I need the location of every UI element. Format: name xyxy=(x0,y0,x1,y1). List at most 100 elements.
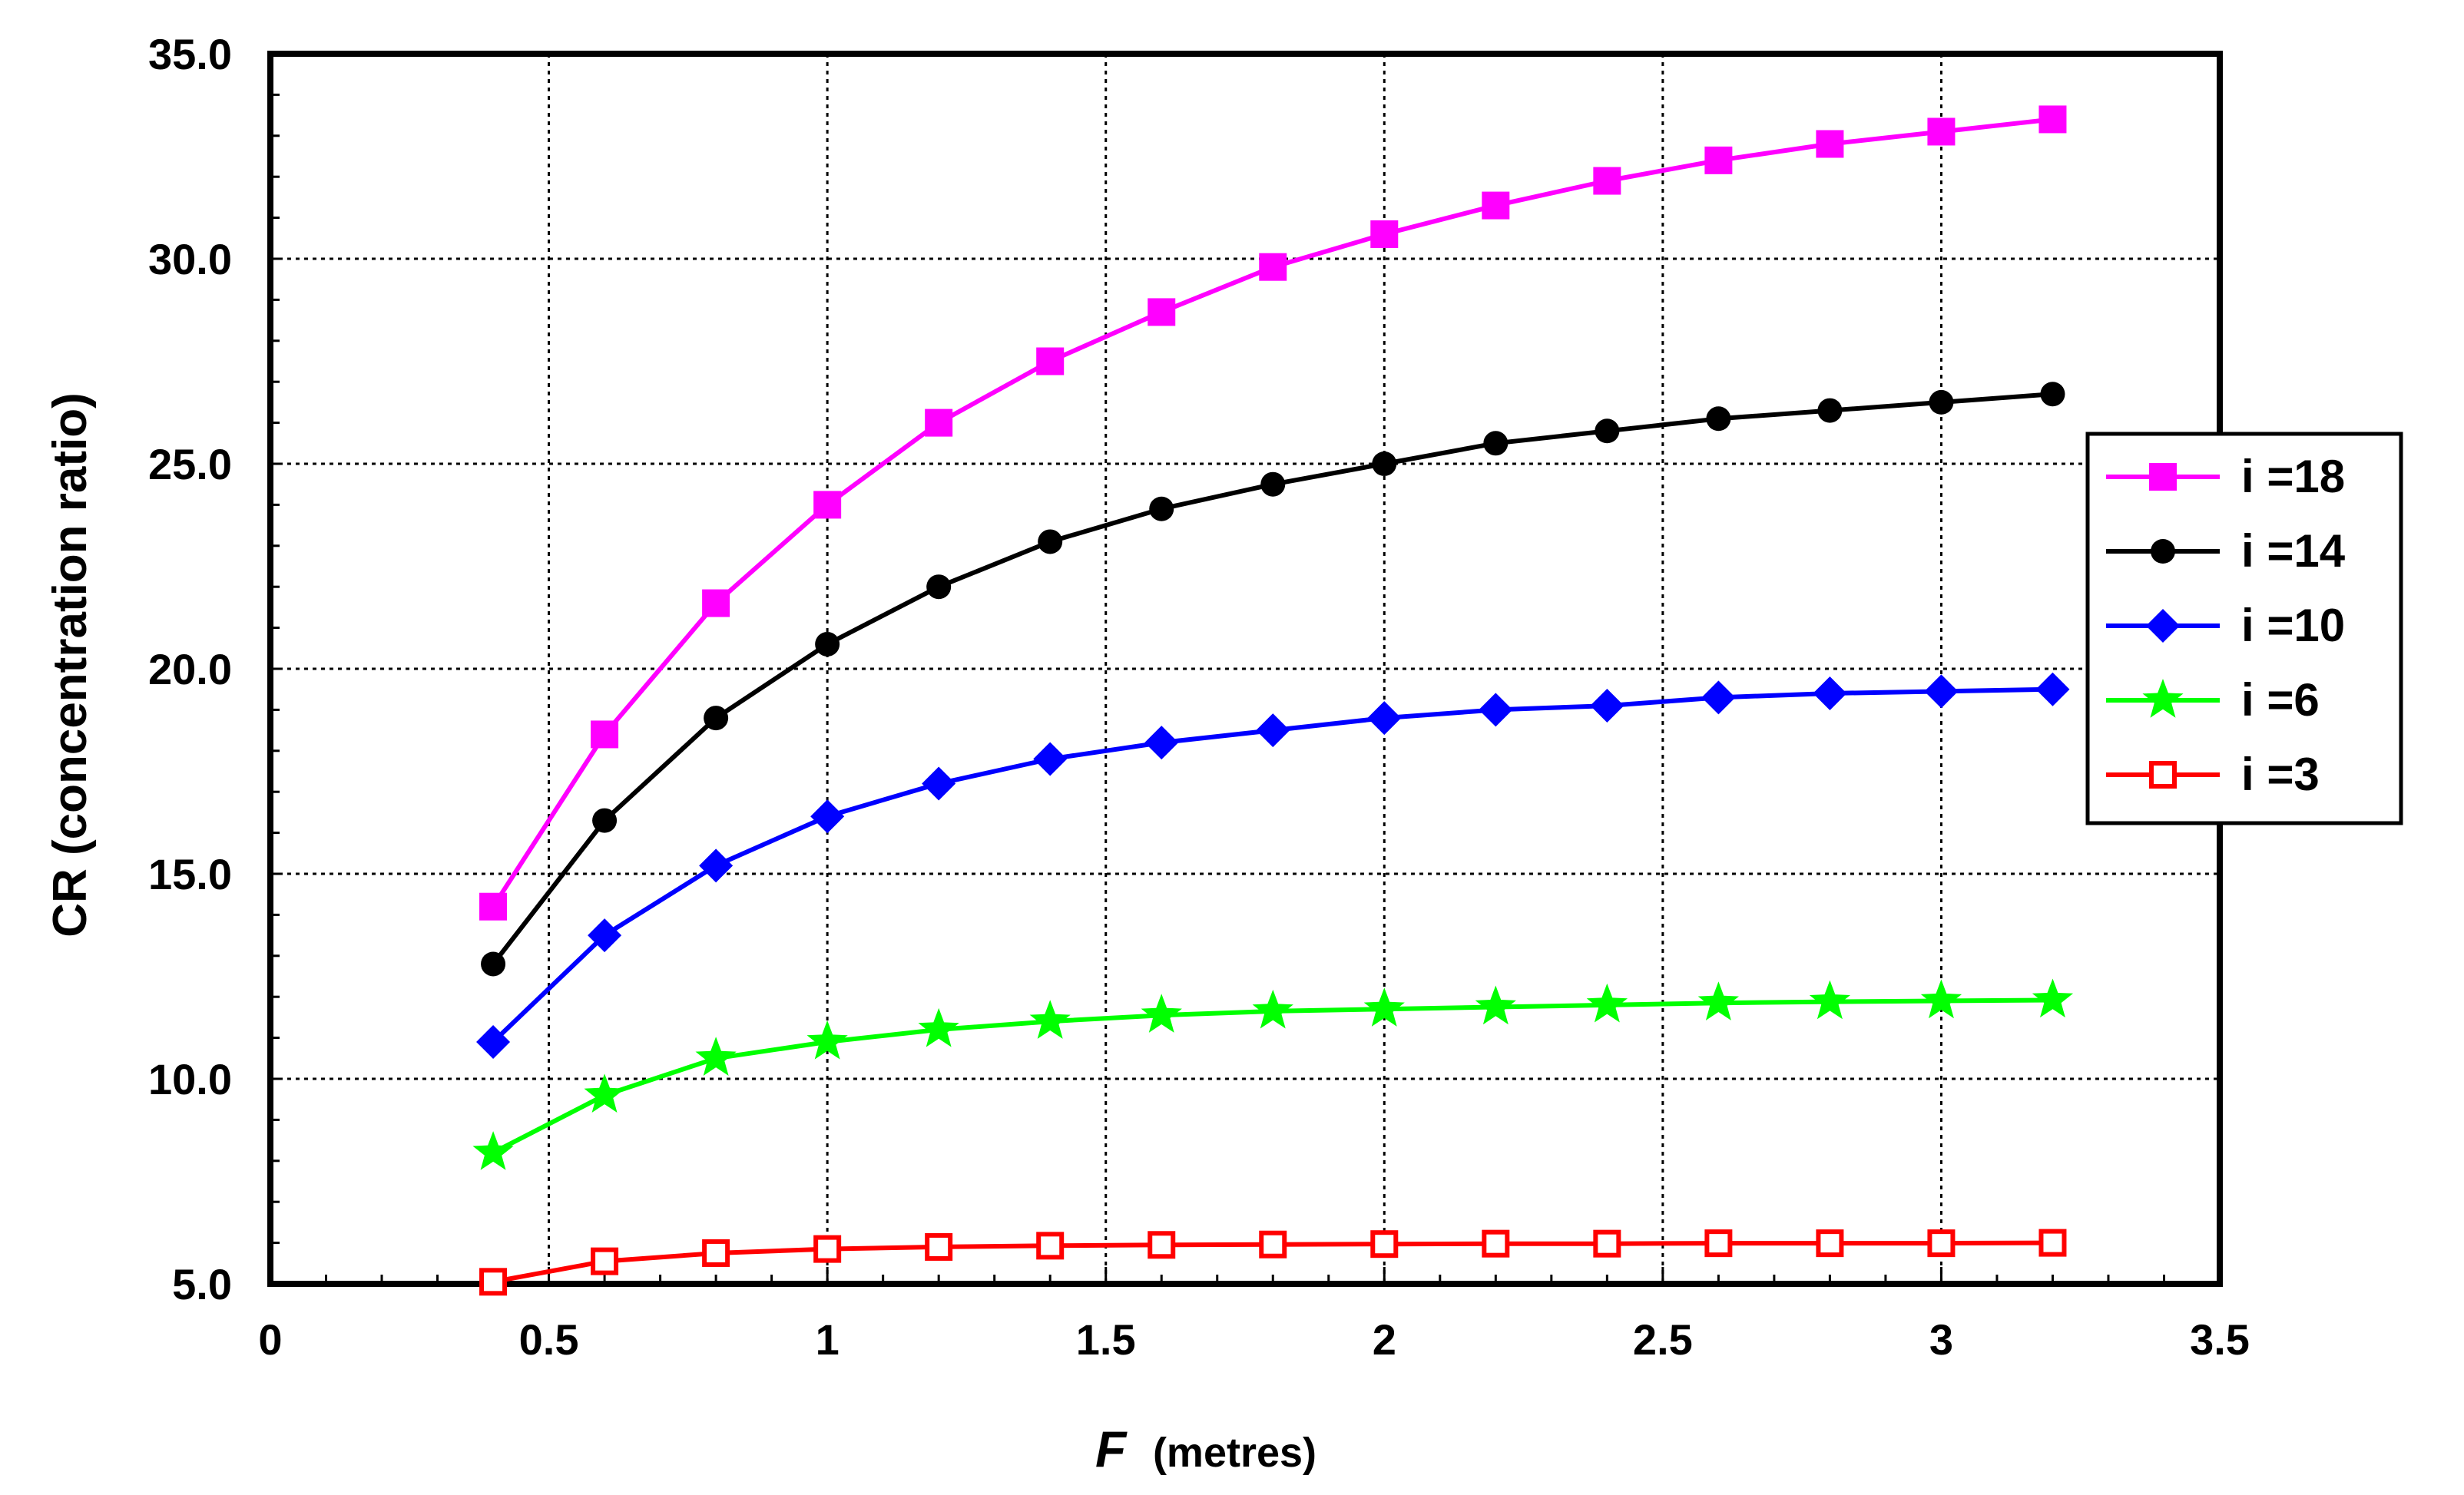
data-point xyxy=(1809,980,1850,1020)
data-point xyxy=(1704,146,1733,174)
data-point xyxy=(1148,1231,1176,1259)
data-point xyxy=(702,589,730,617)
legend-label: i =10 xyxy=(2241,600,2345,651)
data-point xyxy=(588,918,622,953)
legend-box xyxy=(2085,432,2403,825)
data-point xyxy=(1701,680,1736,715)
data-point xyxy=(1029,1000,1071,1039)
series-3 xyxy=(476,672,2070,1059)
data-point xyxy=(1372,451,1397,476)
y-tick-label: 35.0 xyxy=(148,30,232,78)
data-point xyxy=(1479,693,1513,727)
data-point xyxy=(1148,298,1176,326)
legend: i =18 i =14 i =10 i =6 i =3 xyxy=(2085,432,2403,825)
data-point xyxy=(1920,979,1962,1019)
legend-label: i =14 xyxy=(2241,525,2346,577)
data-point xyxy=(2038,105,2067,134)
data-point xyxy=(2032,978,2074,1018)
data-point xyxy=(479,1268,508,1296)
data-point xyxy=(1475,985,1516,1025)
data-point xyxy=(1259,1230,1287,1259)
data-point xyxy=(1482,191,1510,220)
legend-item: i =3 xyxy=(2106,749,2320,800)
legend-marker xyxy=(2151,539,2175,564)
grid-lines xyxy=(270,54,2220,1284)
data-point xyxy=(591,1247,619,1275)
x-axis-title: F (metres) xyxy=(1095,1421,1316,1477)
data-point xyxy=(1816,1229,1844,1258)
data-point xyxy=(1033,742,1068,776)
legend-marker xyxy=(2149,761,2177,789)
data-point xyxy=(1929,389,1954,415)
x-tick-labels: 0 0.5 1 1.5 2 2.5 3 3.5 xyxy=(258,1315,2250,1364)
data-point xyxy=(479,892,508,921)
data-point xyxy=(695,1037,737,1076)
data-point xyxy=(2040,382,2065,407)
x-tick-label: 3 xyxy=(1929,1315,1953,1364)
x-tick-label: 2 xyxy=(1373,1315,1396,1364)
data-point xyxy=(1259,253,1287,281)
data-point xyxy=(1367,701,1402,736)
y-tick-label: 30.0 xyxy=(148,235,232,283)
data-point xyxy=(815,631,840,657)
legend-marker xyxy=(2142,679,2184,718)
data-point xyxy=(704,706,729,731)
x-tick-label: 1 xyxy=(816,1315,840,1364)
data-point xyxy=(592,808,618,833)
x-tick-label: 1.5 xyxy=(1076,1315,1136,1364)
data-point xyxy=(2038,1229,2067,1257)
data-point xyxy=(813,1235,842,1263)
y-axis-title: CR (concentration ratio) xyxy=(44,392,97,938)
data-point xyxy=(918,1007,959,1047)
y-tick-label: 15.0 xyxy=(148,850,232,898)
data-point xyxy=(1036,347,1065,375)
data-point xyxy=(1813,676,1847,711)
data-point xyxy=(591,720,619,749)
data-point xyxy=(1038,529,1063,554)
data-point xyxy=(925,408,953,437)
data-point xyxy=(1586,983,1628,1023)
data-point xyxy=(1370,1230,1399,1259)
data-point xyxy=(806,1020,848,1060)
data-point xyxy=(584,1073,625,1113)
data-point xyxy=(1697,981,1739,1020)
data-point xyxy=(1704,1229,1733,1258)
legend-marker xyxy=(2149,463,2177,491)
legend-label: i =6 xyxy=(2241,674,2320,726)
y-tick-label: 5.0 xyxy=(172,1260,232,1308)
data-point xyxy=(926,574,952,600)
legend-item: i =6 xyxy=(2106,674,2320,726)
y-tick-labels: 5.0 10.0 15.0 20.0 25.0 30.0 35.0 xyxy=(148,30,232,1308)
legend-label: i =3 xyxy=(2241,749,2320,800)
legend-marker xyxy=(2146,609,2180,643)
legend-item: i =18 xyxy=(2106,451,2345,502)
data-point xyxy=(1256,713,1290,748)
data-point xyxy=(1483,431,1509,456)
data-point xyxy=(699,848,734,883)
data-point xyxy=(1252,989,1293,1029)
series-4 xyxy=(472,978,2074,1170)
series-2 xyxy=(481,382,2065,977)
data-point xyxy=(1260,471,1286,497)
series-1 xyxy=(479,105,2067,921)
data-point xyxy=(1593,167,1621,195)
data-point xyxy=(925,1232,953,1261)
x-tick-label: 3.5 xyxy=(2190,1315,2250,1364)
data-point xyxy=(922,766,956,801)
x-tick-label: 0.5 xyxy=(519,1315,579,1364)
data-point xyxy=(1924,674,1959,709)
data-point xyxy=(702,1239,730,1267)
x-axis-symbol: F xyxy=(1095,1421,1128,1477)
y-tick-label: 20.0 xyxy=(148,645,232,693)
data-point xyxy=(1141,994,1182,1033)
legend-item: i =10 xyxy=(2106,600,2345,651)
x-tick-label: 2.5 xyxy=(1633,1315,1693,1364)
legend-item: i =14 xyxy=(2106,525,2346,577)
data-point xyxy=(1595,418,1620,444)
legend-label: i =18 xyxy=(2241,451,2345,502)
data-point xyxy=(1149,496,1174,521)
series-line xyxy=(491,117,2053,908)
y-tick-label: 10.0 xyxy=(148,1055,232,1103)
data-point xyxy=(2035,672,2070,706)
